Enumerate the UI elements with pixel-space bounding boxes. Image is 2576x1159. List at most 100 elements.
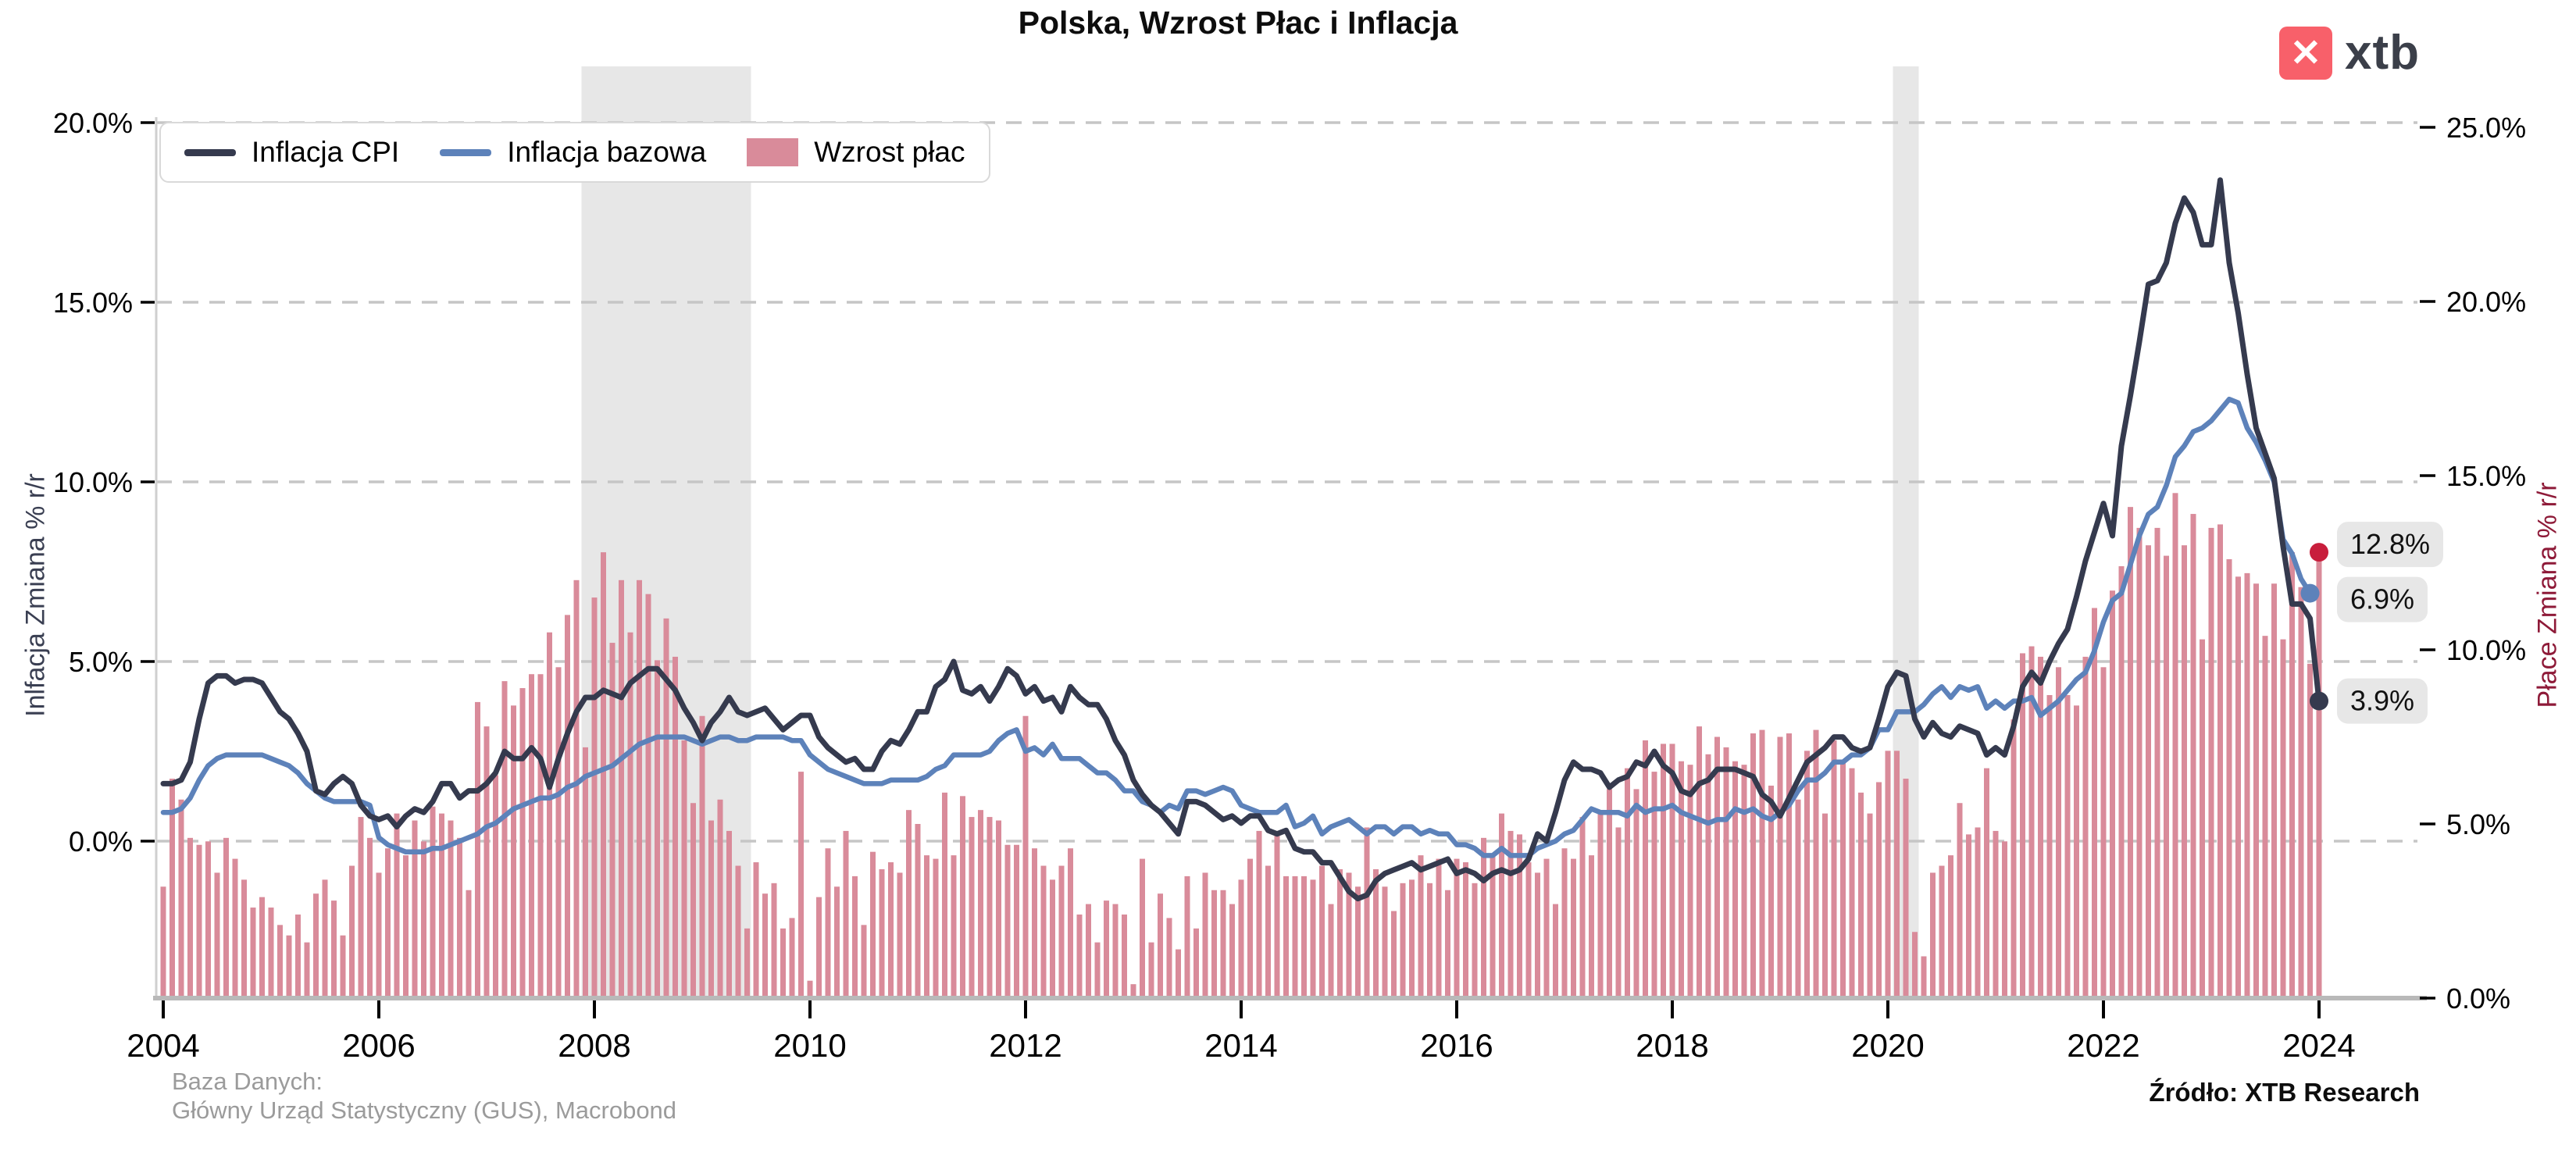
wage-bar	[2154, 527, 2160, 998]
wage-bar	[394, 813, 400, 998]
wage-bar	[1535, 872, 1540, 998]
wage-bar	[2046, 694, 2053, 998]
wage-bar	[205, 841, 211, 998]
wage-bar	[511, 705, 516, 998]
wage-bar	[2128, 507, 2133, 998]
wage-bar	[1912, 932, 1918, 998]
wage-bar	[2038, 656, 2043, 998]
wage-bar	[1040, 865, 1047, 998]
wage-bar	[1786, 733, 1792, 998]
wage-bar	[331, 900, 337, 998]
wage-bar	[1984, 768, 1989, 998]
wage-bar	[619, 580, 624, 998]
wage-bar	[565, 615, 570, 998]
wage-bar	[1921, 956, 1927, 998]
wage-bar	[2020, 653, 2025, 998]
wage-bar	[1472, 883, 1478, 998]
wage-bar	[663, 618, 669, 998]
wage-bar	[807, 980, 813, 998]
wage-bar	[1894, 751, 1900, 998]
wage-bar	[1122, 914, 1127, 998]
annotation-box	[2337, 522, 2443, 568]
wage-bar	[2146, 545, 2151, 998]
wage-bar	[969, 817, 975, 998]
right-tick-label: 20.0%	[2446, 286, 2526, 318]
wage-bar	[1184, 875, 1190, 998]
wage-bar	[268, 908, 274, 998]
wage-bar	[1004, 844, 1011, 998]
wage-bar	[1427, 883, 1432, 998]
wage-bar	[493, 775, 498, 998]
wage-bar	[2110, 590, 2115, 998]
wage-bar	[1741, 765, 1747, 998]
wage-bar	[1750, 733, 1756, 998]
wage-bar	[1050, 879, 1055, 998]
wage-bar	[367, 837, 373, 998]
x-tick-label: 2006	[342, 1027, 415, 1064]
wage-bar	[232, 858, 238, 998]
wage-bar	[1939, 865, 1945, 998]
wage-bar	[1553, 904, 1558, 998]
wage-bar	[2226, 559, 2232, 998]
left-tick-label: 15.0%	[53, 287, 133, 319]
wage-bar	[457, 837, 462, 998]
wage-bar	[879, 868, 885, 998]
wage-bar	[1651, 772, 1657, 998]
wage-bar	[1687, 765, 1693, 998]
wage-bar	[2190, 514, 2196, 998]
right-axis-title: Płace Zmiana % r/r	[2532, 482, 2563, 708]
wage-bar	[1319, 865, 1325, 998]
wage-bar	[726, 830, 732, 998]
wage-bar	[2002, 841, 2007, 998]
wage-bar	[555, 667, 562, 998]
wage-bar	[483, 726, 490, 998]
wage-bar	[1714, 736, 1720, 998]
endpoint-dot	[2300, 583, 2320, 603]
legend-label-place: Wzrost płac	[814, 136, 965, 168]
wage-bar	[1930, 872, 1936, 998]
wage-bar	[690, 803, 696, 998]
wage-bar	[223, 837, 229, 998]
wage-bar	[1022, 715, 1029, 998]
x-tick-label: 2012	[989, 1027, 1061, 1064]
wage-bar	[466, 890, 472, 998]
left-tick-label: 5.0%	[69, 646, 133, 678]
wage-bar	[637, 580, 642, 998]
wage-bar	[2064, 694, 2071, 998]
endpoint-dot	[2310, 691, 2328, 711]
right-tick-label: 5.0%	[2446, 808, 2510, 840]
right-tick-label: 0.0%	[2446, 982, 2510, 1015]
wage-bar	[673, 656, 678, 998]
wage-bar	[843, 830, 849, 998]
wage-bar	[699, 715, 705, 998]
wage-bar	[1229, 904, 1235, 998]
wage-bar	[1858, 792, 1864, 998]
x-tick-label: 2008	[558, 1027, 630, 1064]
x-tick-label: 2022	[2067, 1027, 2139, 1064]
wage-bar	[735, 865, 741, 998]
wage-bar	[2136, 527, 2143, 998]
axis-ticks: 20.0% 15.0% 10.0% 5.0% 0.0% 25.0% 20.0% 15.0% 10…	[53, 107, 2526, 1064]
wage-bar	[1454, 858, 1460, 998]
wage-bar	[798, 772, 804, 998]
wage-bar	[1112, 904, 1119, 998]
wage-bar	[1661, 744, 1666, 998]
wage-bar	[1364, 827, 1370, 998]
wage-bar	[1058, 865, 1065, 998]
wage-bar	[160, 886, 166, 998]
left-tick-label: 10.0%	[53, 466, 133, 498]
wage-bar	[2056, 667, 2061, 998]
wage-bar	[358, 817, 364, 998]
wage-bar	[1490, 855, 1496, 998]
wage-bar	[852, 875, 858, 998]
legend-label-bazowa: Inflacja bazowa	[507, 136, 707, 168]
annotation-label: 12.8%	[2350, 528, 2430, 560]
wage-bar	[1804, 751, 1810, 998]
wage-bar	[717, 799, 723, 998]
wage-bar	[412, 820, 418, 998]
wage-bar	[286, 935, 292, 998]
x-tick-label: 2004	[127, 1027, 199, 1064]
wage-bar	[573, 580, 580, 998]
